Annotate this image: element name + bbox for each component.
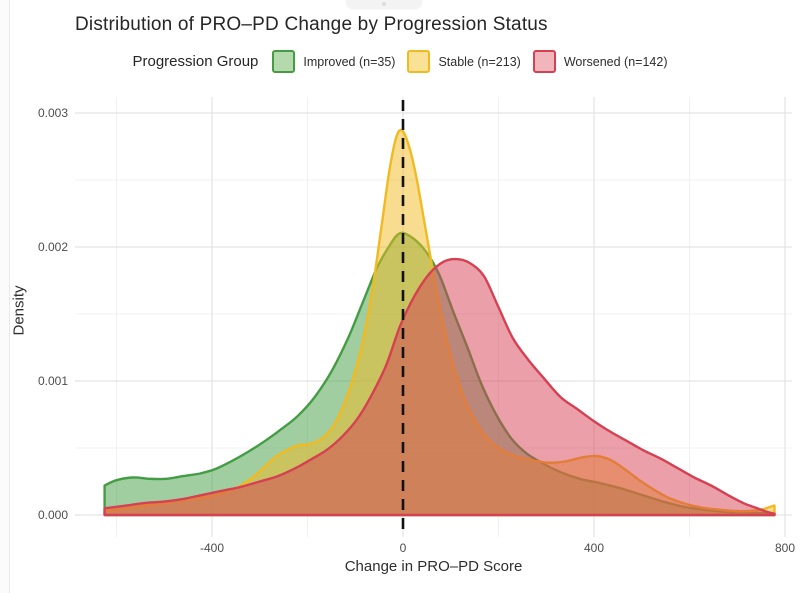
- x-tick-label: 800: [774, 541, 796, 555]
- legend-item-stable[interactable]: Stable (n=213): [407, 50, 521, 73]
- legend-swatch-icon: [532, 50, 556, 73]
- legend-swatch-icon: [272, 50, 296, 73]
- y-tick-label: 0.002: [37, 240, 68, 254]
- y-tick-label: 0.000: [37, 508, 68, 522]
- legend: Progression Group Improved (n=35) Stable …: [0, 50, 800, 73]
- x-tick-label: -400: [199, 541, 225, 555]
- x-axis-title: Change in PRO–PD Score: [344, 558, 523, 575]
- y-tick-label: 0.003: [37, 106, 68, 120]
- density-area-worsened: [103, 257, 776, 517]
- legend-item-improved[interactable]: Improved (n=35): [272, 50, 395, 73]
- left-edge-strip: [0, 0, 10, 593]
- y-tick-label: 0.001: [37, 374, 68, 388]
- legend-item-label: Improved (n=35): [303, 54, 396, 69]
- legend-item-label: Stable (n=213): [438, 54, 521, 69]
- legend-title: Progression Group: [132, 53, 259, 70]
- chart-title: Distribution of PRO–PD Change by Progres…: [75, 14, 548, 35]
- y-axis-title: Density: [10, 285, 28, 336]
- legend-item-worsened[interactable]: Worsened (n=142): [532, 50, 668, 73]
- x-tick-label: 400: [583, 541, 605, 555]
- cropped-tooltip-fragment: [346, 0, 422, 9]
- x-tick-label: 0: [399, 541, 407, 555]
- legend-swatch-icon: [407, 50, 431, 73]
- legend-item-label: Worsened (n=142): [563, 54, 668, 69]
- tooltip-dot-icon: [382, 2, 386, 6]
